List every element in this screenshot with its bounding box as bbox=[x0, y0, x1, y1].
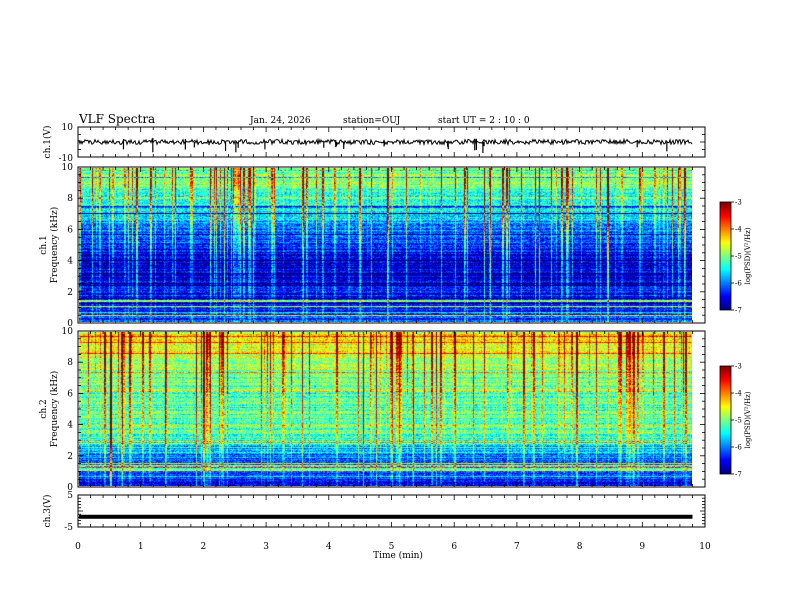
x-tick-label: 10 bbox=[699, 542, 711, 552]
ch1-waveform-line bbox=[78, 137, 693, 147]
ch1-spectrogram-image bbox=[79, 168, 692, 322]
ch2-spec-yticklabels: 0 2 4 6 8 10 bbox=[62, 327, 74, 493]
ch2-spec-ylabel-channel: ch.2 bbox=[39, 399, 49, 418]
ch3-waveform-frame bbox=[77, 494, 706, 528]
spec-y-tick-label: 4 bbox=[67, 257, 73, 267]
x-tick-label: 4 bbox=[326, 542, 332, 552]
ch3-wave-ylabel: ch.3(V) bbox=[42, 495, 53, 528]
colorbar-ch2: -3 -4 -5 -6 -7 log(PSD)(V²/Hz) bbox=[719, 363, 752, 479]
header-date: Jan. 24, 2026 bbox=[249, 116, 311, 126]
ch2-spectrogram-image bbox=[79, 332, 692, 486]
x-tick-label: 6 bbox=[451, 542, 457, 552]
spec-y-tick-label: 2 bbox=[67, 288, 73, 298]
panel-ch1-waveform: 10 -10 ch.1(V) bbox=[42, 123, 706, 164]
ch1-spec-ylabel-channel: ch.1 bbox=[39, 235, 49, 254]
ch3-waveform-line bbox=[79, 514, 693, 519]
colorbar-tick-label: -6 bbox=[735, 444, 742, 452]
panel-ch1-spectrogram: 0 2 4 6 8 10 ch.1 Frequency (kHz) bbox=[39, 163, 706, 329]
spec-y-tick-label: 8 bbox=[67, 358, 73, 368]
ch3-wave-ytick-top: 5 bbox=[67, 491, 73, 501]
spec-y-tick-label: 2 bbox=[67, 452, 73, 462]
colorbar-tick-label: -7 bbox=[735, 471, 742, 479]
x-tick-label: 5 bbox=[389, 542, 395, 552]
ch2-spec-ticks bbox=[77, 330, 706, 488]
colorbar-tick-label: -4 bbox=[735, 226, 742, 234]
x-tick-label: 7 bbox=[514, 542, 520, 552]
header-station: station=OUJ bbox=[343, 116, 401, 126]
colorbar-tick-label: -3 bbox=[735, 363, 742, 371]
ch1-spec-yticklabels: 0 2 4 6 8 10 bbox=[62, 163, 74, 329]
spec-y-tick-label: 4 bbox=[67, 421, 73, 431]
x-tick-label: 0 bbox=[75, 542, 81, 552]
colorbar-tick-label: -5 bbox=[735, 417, 742, 425]
spec-y-tick-label: 6 bbox=[67, 225, 73, 235]
ch1-spec-ticks bbox=[77, 166, 706, 324]
colorbar-ch1-label: log(PSD)(V²/Hz) bbox=[744, 227, 752, 284]
spec-y-tick-label: 0 bbox=[67, 483, 73, 493]
ch1-waveform-spikes bbox=[122, 137, 668, 153]
x-axis-label: Time (min) bbox=[373, 550, 423, 561]
header-start-time: start UT = 2 : 10 : 0 bbox=[438, 116, 530, 126]
colorbar-ch1: -3 -4 -5 -6 -7 log(PSD)(V²/Hz) bbox=[719, 199, 752, 315]
colorbar-ch2-ticks: -3 -4 -5 -6 -7 bbox=[731, 363, 742, 479]
figure-title: VLF Spectra bbox=[78, 112, 155, 126]
panel-ch2-spectrogram: 0 2 4 6 8 10 ch.2 Frequency (kHz) bbox=[39, 327, 706, 493]
x-tick-label: 9 bbox=[639, 542, 645, 552]
x-tick-label: 2 bbox=[201, 542, 207, 552]
spec-y-tick-label: 10 bbox=[62, 327, 74, 337]
panel-ch3-waveform: 5 -5 ch.3(V) bbox=[42, 491, 706, 533]
colorbar-ch1-gradient bbox=[720, 202, 731, 310]
colorbar-tick-label: -4 bbox=[735, 390, 742, 398]
ch1-wave-ytick-bottom: -10 bbox=[59, 154, 74, 164]
x-tick-label: 3 bbox=[263, 542, 269, 552]
ch1-wave-ticks bbox=[77, 126, 706, 158]
ch3-wave-ytick-bottom: -5 bbox=[64, 523, 73, 533]
colorbar-ch2-gradient bbox=[720, 366, 731, 474]
x-tick-labels: 0 1 2 3 4 5 6 7 8 9 10 bbox=[75, 542, 711, 552]
ch3-wave-ticks bbox=[77, 494, 706, 528]
ch1-spec-ylabel-frequency: Frequency (kHz) bbox=[49, 207, 60, 284]
colorbar-tick-label: -3 bbox=[735, 199, 742, 207]
colorbar-tick-label: -6 bbox=[735, 280, 742, 288]
colorbar-ch2-label: log(PSD)(V²/Hz) bbox=[744, 391, 752, 448]
spec-y-tick-label: 6 bbox=[67, 389, 73, 399]
spec-y-tick-label: 0 bbox=[67, 319, 73, 329]
ch1-wave-ylabel: ch.1(V) bbox=[42, 126, 53, 159]
spec-y-tick-label: 8 bbox=[67, 194, 73, 204]
ch1-wave-ytick-top: 10 bbox=[62, 123, 74, 133]
colorbar-tick-label: -7 bbox=[735, 307, 742, 315]
x-tick-label: 1 bbox=[138, 542, 144, 552]
spec-y-tick-label: 10 bbox=[62, 163, 74, 173]
x-tick-label: 8 bbox=[577, 542, 583, 552]
colorbar-ch1-ticks: -3 -4 -5 -6 -7 bbox=[731, 199, 742, 315]
ch2-spec-ylabel-frequency: Frequency (kHz) bbox=[49, 371, 60, 448]
colorbar-tick-label: -5 bbox=[735, 253, 742, 261]
